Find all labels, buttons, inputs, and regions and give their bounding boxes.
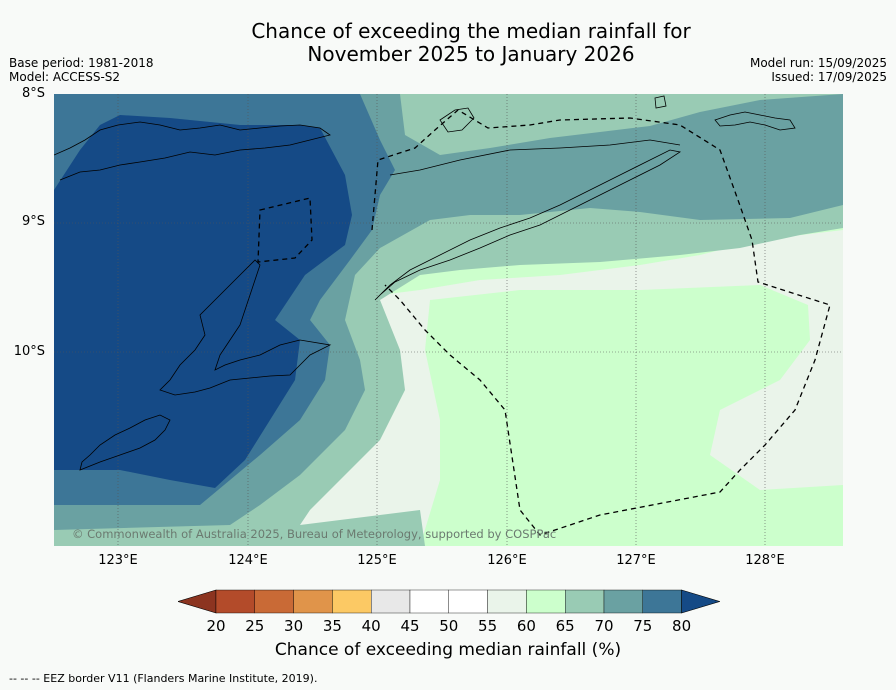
coastlines bbox=[54, 95, 796, 471]
colorbar-swatch bbox=[293, 589, 333, 614]
colorbar-tick-label: 80 bbox=[672, 617, 691, 635]
colorbar-tick-label: 35 bbox=[323, 617, 342, 635]
lon-label-126e: 126°E bbox=[487, 553, 527, 568]
lat-label-10s: 10°S bbox=[13, 344, 45, 359]
colorbar-tick-label: 45 bbox=[400, 617, 419, 635]
lon-label-127e: 127°E bbox=[616, 553, 656, 568]
colorbar-tick-label: 60 bbox=[517, 617, 536, 635]
rainfall-map bbox=[54, 94, 843, 546]
colorbar-tick-label: 20 bbox=[206, 617, 225, 635]
base-period: Base period: 1981-2018 bbox=[9, 56, 154, 70]
band-above-80 bbox=[54, 115, 352, 488]
colorbar-swatch bbox=[254, 589, 294, 614]
map-title: Chance of exceeding the median rainfall … bbox=[0, 20, 896, 66]
colorbar-tick-label: 65 bbox=[556, 617, 575, 635]
eez-border bbox=[257, 109, 831, 536]
lat-label-8s: 8°S bbox=[21, 86, 45, 101]
model-run: Model run: 15/09/2025 bbox=[749, 56, 887, 70]
graticule bbox=[54, 94, 843, 546]
lon-label-123e: 123°E bbox=[98, 553, 138, 568]
colorbar-swatch bbox=[487, 589, 527, 614]
colorbar-title: Chance of exceeding median rainfall (%) bbox=[274, 640, 622, 660]
colorbar-tick-label: 70 bbox=[594, 617, 613, 635]
colorbar-swatch bbox=[526, 589, 566, 614]
lon-label-124e: 124°E bbox=[228, 553, 268, 568]
colorbar-swatch bbox=[603, 589, 643, 614]
colorbar-tick-label: 25 bbox=[245, 617, 264, 635]
issued-date: Issued: 17/09/2025 bbox=[771, 70, 887, 84]
colorbar-swatch bbox=[642, 589, 682, 614]
title-line-2: November 2025 to January 2026 bbox=[307, 42, 635, 66]
lon-label-125e: 125°E bbox=[357, 553, 397, 568]
colorbar-swatch bbox=[332, 589, 372, 614]
colorbar-tick-label: 75 bbox=[633, 617, 652, 635]
eez-footnote: -- -- -- EEZ border V11 (Flanders Marine… bbox=[9, 672, 318, 685]
copyright-notice: © Commonwealth of Australia 2025, Bureau… bbox=[72, 527, 557, 541]
colorbar-arrow-low bbox=[178, 589, 217, 614]
meta-left: Base period: 1981-2018 Model: ACCESS-S2 bbox=[9, 56, 154, 84]
colorbar-tick-label: 55 bbox=[478, 617, 497, 635]
colorbar-swatch bbox=[370, 589, 411, 614]
colorbar-tick-label: 30 bbox=[284, 617, 303, 635]
title-line-1: Chance of exceeding the median rainfall … bbox=[251, 19, 691, 43]
colorbar-arrow-high bbox=[681, 589, 720, 614]
lon-label-128e: 128°E bbox=[745, 553, 785, 568]
model-name: Model: ACCESS-S2 bbox=[9, 70, 121, 84]
colorbar-swatch bbox=[448, 589, 488, 614]
colorbar-swatch bbox=[215, 589, 255, 614]
colorbar-tick-label: 40 bbox=[362, 617, 381, 635]
colorbar: 20 25 30 35 40 45 50 55 60 65 70 75 80 bbox=[178, 589, 720, 635]
lat-label-9s: 9°S bbox=[21, 214, 45, 229]
colorbar-tick-label: 50 bbox=[439, 617, 458, 635]
colorbar-swatch bbox=[565, 589, 605, 614]
colorbar-swatch bbox=[409, 589, 449, 614]
meta-right: Model run: 15/09/2025 Issued: 17/09/2025 bbox=[750, 56, 887, 84]
